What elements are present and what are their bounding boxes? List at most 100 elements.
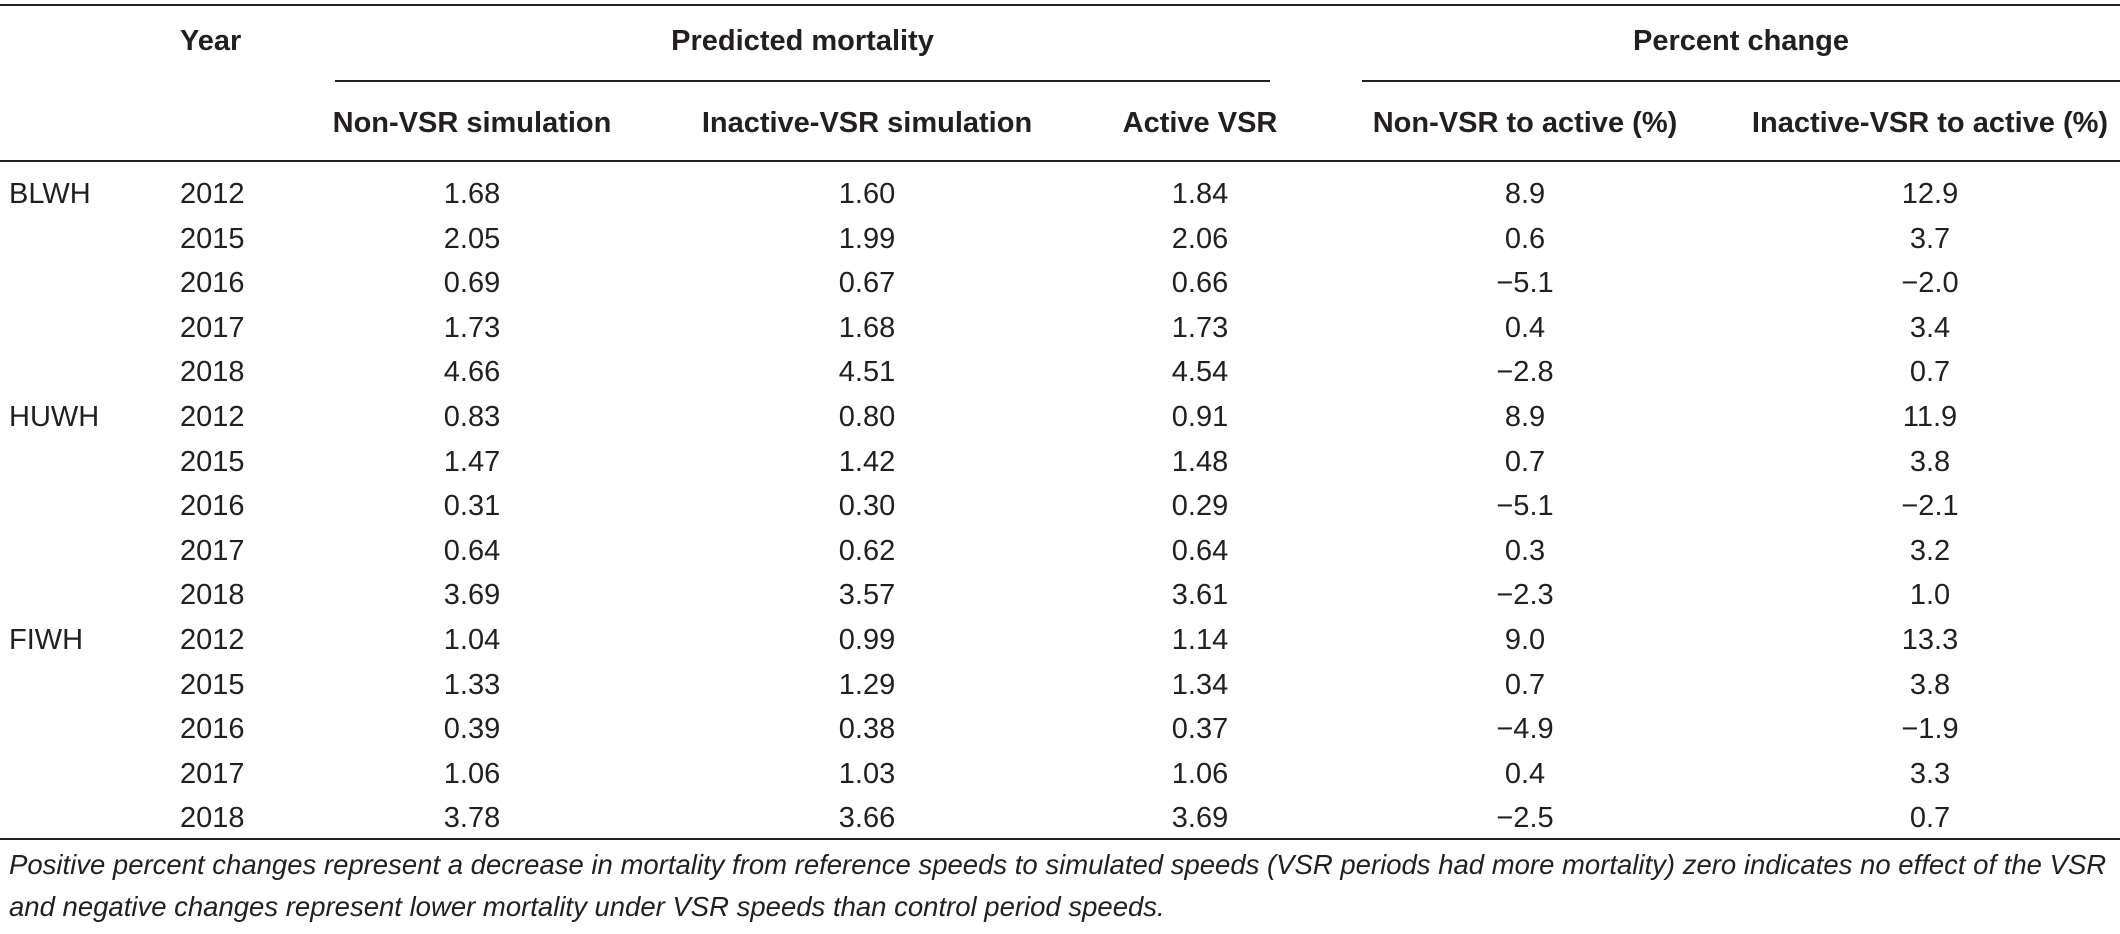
inactive-vsr-to-active-cell: 3.2 [1909, 534, 1951, 567]
inactive-vsr-cell: 1.60 [838, 178, 896, 210]
non-vsr-cell: 3.78 [443, 802, 501, 835]
active-vsr-cell: 4.54 [1171, 356, 1229, 389]
year-cell: 2012 [180, 400, 245, 433]
active-vsr-cell: 1.34 [1171, 668, 1229, 701]
inactive-vsr-to-active-cell: 3.7 [1909, 222, 1951, 255]
non-vsr-cell: 4.66 [443, 356, 501, 389]
active-vsr-cell: 0.29 [1171, 490, 1229, 523]
table-row: 2018 3.69 3.57 3.61 −2.3 1.0 [0, 573, 2120, 618]
year-cell: 2016 [180, 267, 245, 300]
non-vsr-cell: 0.64 [443, 534, 501, 567]
header-bottom-rule [0, 160, 2120, 162]
non-vsr-cell: 3.69 [443, 579, 501, 612]
inactive-vsr-to-active-cell: −2.1 [1901, 490, 1959, 523]
header-percent-change: Percent change [1633, 25, 1849, 57]
inactive-vsr-cell: 0.80 [838, 400, 896, 433]
non-vsr-cell: 0.31 [443, 490, 501, 523]
non-vsr-cell: 1.06 [443, 757, 501, 790]
table-row: 2015 2.05 1.99 2.06 0.6 3.7 [0, 217, 2120, 262]
year-cell: 2018 [180, 579, 245, 612]
year-cell: 2015 [180, 445, 245, 478]
non-vsr-to-active-cell: 8.9 [1504, 400, 1546, 433]
year-cell: 2012 [180, 623, 245, 656]
table-body: BLWH 2012 1.68 1.60 1.84 8.9 12.9 2015 2… [0, 172, 2120, 841]
inactive-vsr-to-active-cell: 0.7 [1909, 802, 1951, 835]
non-vsr-cell: 2.05 [443, 222, 501, 255]
active-vsr-cell: 2.06 [1171, 222, 1229, 255]
non-vsr-cell: 1.04 [443, 623, 501, 656]
active-vsr-cell: 0.91 [1171, 400, 1229, 433]
inactive-vsr-to-active-cell: −1.9 [1901, 713, 1959, 746]
table-bottom-rule [0, 838, 2120, 840]
non-vsr-to-active-cell: 9.0 [1504, 623, 1546, 656]
non-vsr-to-active-cell: 8.9 [1504, 178, 1546, 210]
non-vsr-to-active-cell: −2.8 [1496, 356, 1554, 389]
active-vsr-cell: 0.66 [1171, 267, 1229, 300]
inactive-vsr-cell: 1.68 [838, 311, 896, 344]
inactive-vsr-cell: 0.99 [838, 623, 896, 656]
table-row: 2018 3.78 3.66 3.69 −2.5 0.7 [0, 796, 2120, 841]
non-vsr-to-active-cell: 0.4 [1504, 757, 1546, 790]
active-vsr-cell: 1.06 [1171, 757, 1229, 790]
year-cell: 2017 [180, 534, 245, 567]
inactive-vsr-cell: 3.66 [838, 802, 896, 835]
non-vsr-cell: 1.68 [443, 178, 501, 210]
inactive-vsr-to-active-cell: 3.8 [1909, 668, 1951, 701]
non-vsr-to-active-cell: −5.1 [1496, 267, 1554, 300]
non-vsr-to-active-cell: −4.9 [1496, 713, 1554, 746]
year-cell: 2017 [180, 757, 245, 790]
table-row: 2015 1.33 1.29 1.34 0.7 3.8 [0, 663, 2120, 708]
non-vsr-to-active-cell: −5.1 [1496, 490, 1554, 523]
table-row: 2016 0.39 0.38 0.37 −4.9 −1.9 [0, 707, 2120, 752]
year-cell: 2017 [180, 311, 245, 344]
percent-change-rule [1362, 80, 2120, 82]
active-vsr-cell: 1.84 [1171, 178, 1229, 210]
species-cell: FIWH [9, 623, 84, 656]
inactive-vsr-cell: 0.62 [838, 534, 896, 567]
inactive-vsr-to-active-cell: 3.8 [1909, 445, 1951, 478]
non-vsr-to-active-cell: 0.6 [1504, 222, 1546, 255]
inactive-vsr-to-active-cell: 3.4 [1909, 311, 1951, 344]
active-vsr-cell: 0.64 [1171, 534, 1229, 567]
header-inactive-vsr-simulation: Inactive-VSR simulation [701, 107, 1033, 139]
inactive-vsr-to-active-cell: 11.9 [1902, 400, 1958, 433]
active-vsr-cell: 1.73 [1171, 311, 1229, 344]
year-cell: 2016 [180, 713, 245, 746]
inactive-vsr-to-active-cell: 13.3 [1901, 623, 1959, 656]
species-cell: BLWH [9, 178, 91, 210]
inactive-vsr-to-active-cell: 1.0 [1909, 579, 1951, 612]
active-vsr-cell: 3.69 [1171, 802, 1229, 835]
active-vsr-cell: 1.14 [1171, 623, 1229, 656]
year-cell: 2018 [180, 356, 245, 389]
year-cell: 2015 [180, 668, 245, 701]
header-predicted-mortality: Predicted mortality [671, 25, 934, 57]
inactive-vsr-cell: 3.57 [838, 579, 896, 612]
header-inactive-vsr-to-active: Inactive-VSR to active (%) [1751, 107, 2109, 139]
header-non-vsr-to-active: Non-VSR to active (%) [1372, 107, 1678, 139]
species-cell: HUWH [9, 400, 100, 433]
active-vsr-cell: 3.61 [1171, 579, 1229, 612]
table-row: FIWH 2012 1.04 0.99 1.14 9.0 13.3 [0, 618, 2120, 663]
non-vsr-to-active-cell: 0.3 [1504, 534, 1546, 567]
table-row: 2016 0.31 0.30 0.29 −5.1 −2.1 [0, 484, 2120, 529]
table-row: 2018 4.66 4.51 4.54 −2.8 0.7 [0, 350, 2120, 395]
inactive-vsr-cell: 1.29 [838, 668, 896, 701]
inactive-vsr-cell: 1.03 [838, 757, 896, 790]
year-cell: 2015 [180, 222, 245, 255]
table-row: 2017 1.06 1.03 1.06 0.4 3.3 [0, 752, 2120, 797]
table-row: 2015 1.47 1.42 1.48 0.7 3.8 [0, 440, 2120, 485]
non-vsr-to-active-cell: 0.4 [1504, 311, 1546, 344]
non-vsr-to-active-cell: 0.7 [1504, 668, 1546, 701]
non-vsr-to-active-cell: −2.3 [1496, 579, 1554, 612]
table-row: 2017 0.64 0.62 0.64 0.3 3.2 [0, 529, 2120, 574]
inactive-vsr-cell: 0.38 [838, 713, 896, 746]
inactive-vsr-to-active-cell: 12.9 [1901, 178, 1959, 210]
year-cell: 2012 [180, 178, 245, 210]
table-row: HUWH 2012 0.83 0.80 0.91 8.9 11.9 [0, 395, 2120, 440]
table-footnote: Positive percent changes represent a dec… [9, 849, 2107, 922]
non-vsr-cell: 1.33 [443, 668, 501, 701]
header-year: Year [180, 25, 242, 57]
header-non-vsr-simulation: Non-VSR simulation [332, 107, 612, 139]
non-vsr-cell: 0.83 [443, 400, 501, 433]
non-vsr-to-active-cell: −2.5 [1496, 802, 1554, 835]
